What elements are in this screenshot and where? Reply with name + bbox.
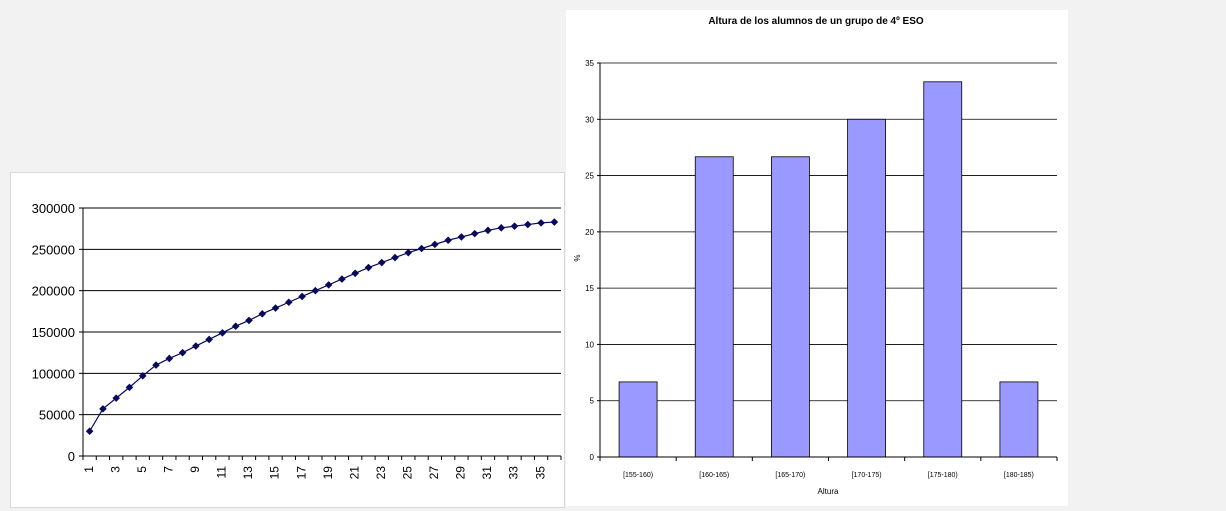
data-point bbox=[470, 229, 479, 238]
data-point bbox=[231, 322, 240, 331]
y-tick-label: 20 bbox=[585, 228, 594, 237]
bar bbox=[771, 156, 810, 458]
data-point bbox=[537, 219, 545, 227]
data-point bbox=[431, 240, 439, 249]
data-point bbox=[258, 310, 267, 318]
x-tick-label: 29 bbox=[454, 466, 468, 480]
x-tick-label: 7 bbox=[161, 466, 175, 473]
x-tick-label: 11 bbox=[215, 466, 229, 479]
y-tick-label: 50000 bbox=[39, 408, 75, 423]
y-tick-label: 0 bbox=[590, 453, 595, 462]
data-point bbox=[138, 372, 147, 380]
x-tick-label: [155-160) bbox=[623, 472, 653, 479]
x-axis-label: Altura bbox=[818, 487, 839, 496]
x-tick-label: 23 bbox=[374, 466, 388, 480]
y-tick-label: 10 bbox=[585, 340, 594, 349]
data-point bbox=[112, 394, 120, 402]
data-point bbox=[338, 275, 346, 283]
data-point bbox=[404, 248, 413, 257]
data-point bbox=[218, 329, 227, 337]
y-tick-label: 0 bbox=[68, 449, 75, 464]
bar-chart-panel: Altura de los alumnos de un grupo de 4º … bbox=[566, 10, 1068, 506]
bar bbox=[923, 81, 963, 458]
data-point bbox=[298, 292, 306, 301]
data-point bbox=[85, 427, 94, 435]
bar-chart: Altura de los alumnos de un grupo de 4º … bbox=[573, 16, 1058, 496]
y-tick-label: 100000 bbox=[32, 366, 75, 381]
x-tick-label: 25 bbox=[400, 466, 414, 480]
x-tick-label: [165-170) bbox=[775, 472, 805, 479]
y-tick-label: 300000 bbox=[32, 201, 75, 216]
data-point bbox=[497, 224, 506, 232]
data-point bbox=[524, 220, 532, 229]
x-tick-label: [160-165) bbox=[699, 472, 729, 479]
data-point bbox=[125, 383, 134, 392]
x-tick-label: 27 bbox=[427, 466, 441, 480]
data-point bbox=[99, 405, 107, 413]
bar bbox=[618, 381, 658, 458]
y-tick-label: 35 bbox=[585, 59, 594, 68]
x-tick-label: 17 bbox=[294, 466, 308, 480]
data-point bbox=[550, 218, 559, 226]
y-tick-label: 150000 bbox=[32, 325, 75, 340]
data-point bbox=[377, 258, 386, 267]
x-tick-label: 33 bbox=[507, 466, 521, 480]
x-tick-label: 21 bbox=[347, 466, 361, 480]
y-tick-label: 25 bbox=[585, 172, 594, 181]
data-point bbox=[417, 244, 426, 253]
data-point bbox=[324, 281, 333, 289]
x-tick-label: 15 bbox=[268, 466, 282, 480]
data-point bbox=[311, 286, 320, 295]
x-tick-label: [175-180) bbox=[928, 472, 958, 479]
x-tick-label: 13 bbox=[241, 466, 255, 480]
x-tick-label: 5 bbox=[135, 466, 149, 473]
x-tick-label: [180-185) bbox=[1004, 472, 1034, 479]
data-point bbox=[245, 316, 253, 325]
y-tick-label: 15 bbox=[585, 284, 594, 293]
y-tick-label: 30 bbox=[585, 115, 594, 124]
data-point bbox=[165, 354, 174, 363]
y-tick-label: 200000 bbox=[32, 284, 75, 299]
bar bbox=[999, 381, 1039, 458]
x-tick-label: 31 bbox=[480, 466, 494, 480]
data-point bbox=[364, 263, 373, 272]
y-tick-label: 250000 bbox=[32, 242, 75, 257]
data-point bbox=[444, 236, 452, 245]
chart-title: Altura de los alumnos de un grupo de 4º … bbox=[708, 16, 924, 27]
data-point bbox=[192, 342, 200, 350]
x-tick-label: 3 bbox=[108, 466, 122, 473]
x-tick-label: 35 bbox=[533, 466, 547, 480]
data-point bbox=[484, 226, 492, 235]
data-point bbox=[178, 348, 187, 357]
x-tick-label: [170-175) bbox=[852, 472, 882, 479]
data-point bbox=[152, 361, 160, 369]
x-tick-label: 9 bbox=[188, 466, 202, 473]
x-tick-label: 1 bbox=[82, 466, 96, 473]
data-point bbox=[510, 222, 519, 230]
bar bbox=[847, 118, 886, 458]
x-tick-label: 19 bbox=[321, 466, 335, 480]
y-axis-label: % bbox=[573, 254, 582, 261]
data-point bbox=[457, 233, 466, 241]
data-point bbox=[205, 335, 213, 344]
data-point bbox=[351, 269, 359, 278]
data-point bbox=[391, 253, 399, 262]
bar bbox=[694, 156, 734, 458]
line-chart-panel: 0 50000 100000 150000 200000 250000 300000 1 3 5 7… bbox=[10, 172, 565, 508]
series-line bbox=[89, 221, 555, 432]
data-point bbox=[285, 298, 293, 307]
y-tick-label: 5 bbox=[590, 397, 595, 406]
data-point bbox=[271, 304, 280, 312]
